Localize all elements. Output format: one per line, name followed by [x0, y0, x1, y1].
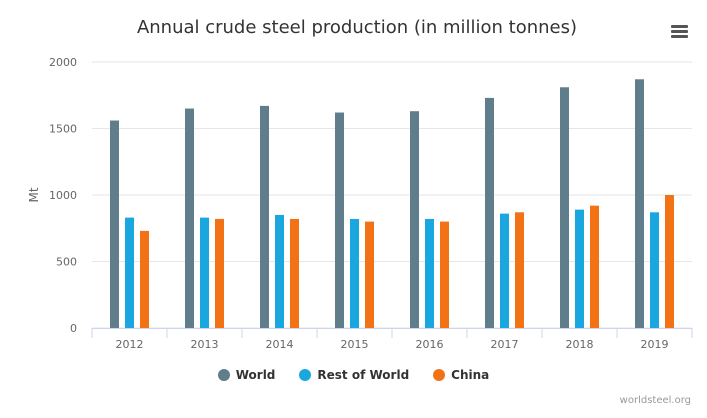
bar-rest-of-world [125, 217, 134, 328]
y-tick-label: 0 [70, 322, 77, 335]
bar-china [440, 221, 449, 328]
bar-world [185, 108, 194, 328]
bar-world [110, 120, 119, 329]
bar-china [590, 205, 599, 328]
hamburger-menu-icon[interactable] [668, 22, 692, 42]
x-tick-label: 2016 [416, 338, 444, 351]
legend-item-world[interactable]: World [217, 368, 276, 382]
chart-title: Annual crude steel production (in millio… [137, 17, 577, 38]
legend-item-rest-of-world[interactable]: Rest of World [299, 368, 409, 382]
bar-rest-of-world [350, 218, 359, 328]
x-tick-label: 2019 [641, 338, 669, 351]
menu-line [671, 25, 688, 28]
menu-line [671, 35, 688, 38]
menu-line [671, 30, 688, 33]
bar-rest-of-world [500, 213, 509, 328]
x-tick-label: 2018 [566, 338, 594, 351]
legend-item-china[interactable]: China [433, 368, 489, 382]
bar-china [140, 230, 149, 328]
x-tick-label: 2013 [191, 338, 219, 351]
chart-legend: World Rest of World China [0, 368, 707, 382]
bar-china [515, 212, 524, 328]
credits-link[interactable]: worldsteel.org [619, 395, 691, 406]
y-tick-label: 500 [56, 256, 77, 269]
bar-world [335, 112, 344, 328]
bar-rest-of-world [575, 209, 584, 328]
bar-world [635, 79, 644, 328]
bar-china [365, 221, 374, 328]
bar-rest-of-world [650, 212, 659, 328]
bar-rest-of-world [275, 214, 284, 328]
bar-china [290, 218, 299, 328]
bar-rest-of-world [200, 217, 209, 328]
legend-label: Rest of World [317, 368, 410, 382]
legend-label: World [235, 368, 276, 382]
legend-label: China [451, 368, 490, 382]
y-tick-label: 1000 [49, 189, 77, 202]
bar-china [215, 218, 224, 328]
x-tick-label: 2012 [116, 338, 144, 351]
legend-marker [433, 369, 446, 381]
bar-world [485, 97, 494, 328]
bar-rest-of-world [425, 218, 434, 328]
legend-marker [217, 369, 230, 381]
legend-marker [299, 369, 312, 381]
x-tick-label: 2014 [266, 338, 294, 351]
x-tick-label: 2017 [491, 338, 519, 351]
bar-world [560, 87, 569, 329]
bar-world [410, 111, 419, 329]
bar-world [260, 105, 269, 328]
y-axis-label: Mt [27, 187, 41, 202]
y-tick-label: 1500 [49, 123, 77, 136]
x-tick-label: 2015 [341, 338, 369, 351]
bar-china [665, 195, 674, 328]
y-tick-label: 2000 [49, 56, 77, 69]
